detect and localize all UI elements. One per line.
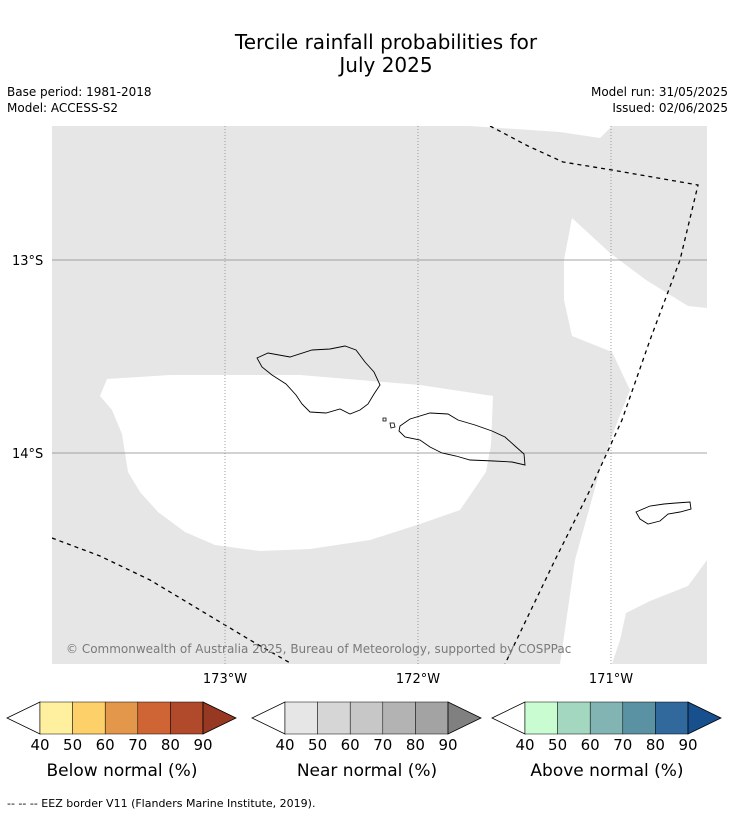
meta-right: Model run: 31/05/2025 Issued: 02/06/2025 [591, 84, 728, 116]
lat-label-14s: 14°S [12, 447, 43, 462]
title-line-1: Tercile rainfall probabilities for [234, 30, 538, 54]
tick-label: 70 [613, 736, 633, 754]
colorbar-segment [557, 701, 591, 735]
colorbar-segment [284, 701, 318, 735]
colorbar-label-near: Near normal (%) [296, 761, 438, 781]
tick-label: 90 [678, 736, 698, 754]
lat-label-13s: 13°S [12, 254, 43, 269]
eez-border [52, 537, 293, 664]
colorbar-segment [137, 701, 171, 735]
tick-label: 90 [438, 736, 458, 754]
tick-label: 80 [160, 736, 180, 754]
lon-label-173w: 173°W [203, 672, 247, 687]
colorbar-segment [655, 701, 689, 735]
colorbar-max-extend [687, 701, 722, 735]
colorbar-segment [524, 701, 558, 735]
colorbar-segment [382, 701, 416, 735]
model-name: Model: ACCESS-S2 [7, 101, 119, 115]
upolu-island [398, 412, 526, 466]
tick-label: 80 [645, 736, 665, 754]
manono-island [389, 422, 396, 429]
colorbar-above-normal [491, 701, 722, 735]
colorbar-segment [170, 701, 204, 735]
colorbar-min-extend [491, 701, 526, 735]
tick-label: 70 [128, 736, 148, 754]
colorbar-segment [589, 701, 624, 735]
colorbar-segment [415, 701, 449, 735]
lon-label-172w: 172°W [396, 672, 440, 687]
tick-label: 40 [515, 736, 535, 754]
low-probability-region [100, 375, 493, 551]
tick-label: 90 [193, 736, 213, 754]
eez-footnote: -- -- -- EEZ border V11 (Flanders Marine… [7, 797, 316, 810]
model-run: Model run: 31/05/2025 [590, 85, 728, 99]
colorbar-segment [72, 701, 106, 735]
colorbar-segment [39, 701, 73, 735]
tick-label: 50 [63, 736, 83, 754]
low-probability-region [52, 126, 707, 138]
tick-label: 60 [580, 736, 600, 754]
lon-label-171w: 171°W [589, 672, 633, 687]
colorbar-segment [622, 701, 656, 735]
colorbar-label-below: Below normal (%) [46, 761, 198, 781]
colorbar-min-extend [6, 701, 41, 735]
tick-label: 40 [30, 736, 50, 754]
copyright-notice: © Commonwealth of Australia 2025, Bureau… [66, 642, 571, 656]
colorbar-max-extend [202, 701, 237, 735]
tick-label: 60 [95, 736, 115, 754]
tick-label: 50 [548, 736, 568, 754]
tick-label: 40 [275, 736, 295, 754]
map-figure: © Commonwealth of Australia 2025, Bureau… [12, 126, 707, 687]
title-line-2: July 2025 [339, 53, 433, 77]
tutuila-island [635, 501, 692, 525]
colorbar-segment [104, 701, 139, 735]
colorbar-below-normal [6, 701, 237, 735]
tick-label: 60 [340, 736, 360, 754]
base-period: Base period: 1981-2018 [7, 85, 152, 99]
tick-label: 50 [308, 736, 328, 754]
savaii-island [256, 345, 381, 415]
colorbar-label-above: Above normal (%) [530, 761, 684, 781]
graticule [52, 126, 707, 664]
colorbar-min-extend [251, 701, 286, 735]
colorbar-segment [317, 701, 351, 735]
tick-label: 70 [373, 736, 393, 754]
meta-left: Base period: 1981-2018 Model: ACCESS-S2 [7, 84, 152, 116]
colorbar-max-extend [447, 701, 482, 735]
tick-label: 80 [405, 736, 425, 754]
map-title: Tercile rainfall probabilities for July … [0, 31, 736, 77]
colorbar-near-normal [251, 701, 482, 735]
low-probability-region [560, 218, 707, 664]
colorbar-segment [349, 701, 384, 735]
eez-border [489, 126, 699, 664]
apolima-island [382, 417, 387, 422]
issued-date: Issued: 02/06/2025 [612, 101, 728, 115]
